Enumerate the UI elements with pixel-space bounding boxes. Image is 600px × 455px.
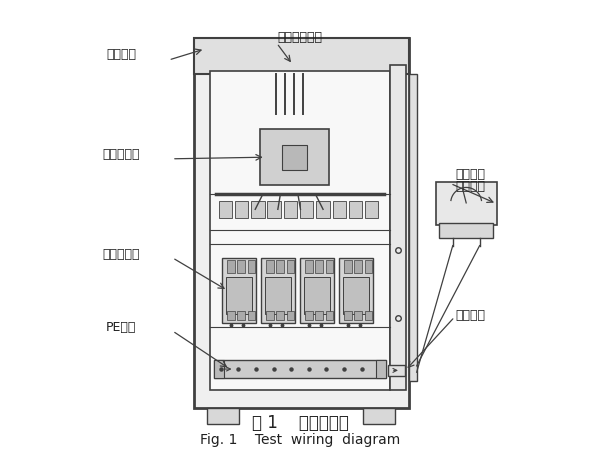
Bar: [355, 260, 362, 273]
Bar: [251, 201, 265, 218]
Text: Fig. 1    Test  wiring  diagram: Fig. 1 Test wiring diagram: [200, 433, 400, 447]
Bar: [439, 223, 493, 238]
Text: 螺栓连接: 螺栓连接: [455, 309, 485, 322]
Bar: [238, 260, 245, 273]
Bar: [194, 38, 409, 74]
Bar: [365, 201, 379, 218]
Bar: [214, 360, 386, 378]
Bar: [235, 201, 248, 218]
Bar: [238, 311, 245, 320]
Bar: [355, 311, 362, 320]
Bar: [305, 260, 313, 273]
Bar: [305, 311, 313, 320]
Bar: [376, 360, 386, 378]
Text: 图 1    试验接线图: 图 1 试验接线图: [251, 414, 349, 432]
Bar: [248, 311, 255, 320]
Bar: [266, 311, 274, 320]
Bar: [209, 71, 391, 390]
Bar: [304, 278, 330, 313]
Bar: [226, 278, 252, 313]
Bar: [214, 360, 224, 378]
Bar: [349, 201, 362, 218]
Bar: [388, 364, 406, 376]
Bar: [248, 260, 255, 273]
Text: 铜编织带绑扎: 铜编织带绑扎: [277, 31, 323, 44]
Bar: [265, 278, 291, 313]
Bar: [287, 260, 294, 273]
Bar: [266, 260, 274, 273]
Bar: [194, 38, 409, 409]
Bar: [344, 260, 352, 273]
Text: PE母排: PE母排: [106, 321, 137, 334]
Bar: [218, 201, 232, 218]
Bar: [339, 258, 373, 324]
Bar: [344, 311, 352, 320]
Bar: [316, 311, 323, 320]
Bar: [332, 201, 346, 218]
Bar: [436, 182, 497, 225]
Bar: [207, 409, 239, 424]
Bar: [287, 311, 294, 320]
Bar: [227, 260, 235, 273]
Text: 进线断路器: 进线断路器: [103, 148, 140, 161]
Text: 测量仪表: 测量仪表: [455, 180, 485, 193]
Bar: [364, 409, 395, 424]
Bar: [268, 201, 281, 218]
Bar: [316, 260, 323, 273]
Bar: [409, 74, 416, 381]
Bar: [222, 258, 256, 324]
Bar: [277, 260, 284, 273]
Bar: [365, 260, 372, 273]
Text: 金属柜体: 金属柜体: [106, 48, 136, 61]
Text: 绝缘电阻: 绝缘电阻: [455, 167, 485, 181]
Bar: [326, 311, 333, 320]
Bar: [326, 260, 333, 273]
Bar: [300, 201, 313, 218]
Bar: [282, 145, 307, 170]
Bar: [277, 311, 284, 320]
Text: 出线断路器: 出线断路器: [103, 248, 140, 261]
Bar: [261, 258, 295, 324]
Bar: [365, 311, 372, 320]
Bar: [284, 201, 297, 218]
Bar: [343, 278, 369, 313]
Bar: [260, 129, 329, 186]
Bar: [227, 311, 235, 320]
Bar: [316, 201, 329, 218]
Bar: [391, 65, 406, 390]
Bar: [300, 258, 334, 324]
